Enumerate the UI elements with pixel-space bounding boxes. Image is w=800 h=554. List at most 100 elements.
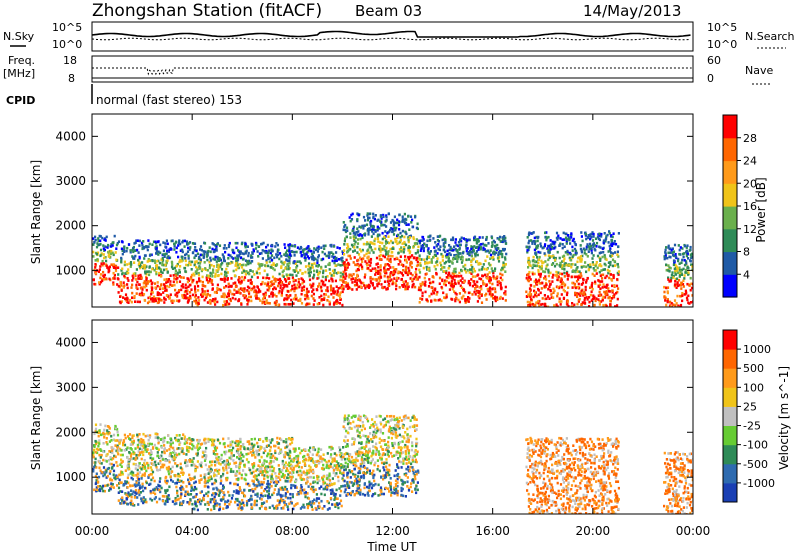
data-cell <box>94 461 97 464</box>
data-cell <box>179 503 182 507</box>
data-cell <box>177 472 180 476</box>
data-cell <box>176 453 179 457</box>
data-cell <box>258 252 261 255</box>
data-cell <box>98 442 101 445</box>
data-cell <box>391 218 394 222</box>
data-cell <box>526 250 529 254</box>
data-cell <box>449 245 452 249</box>
data-cell <box>126 486 129 489</box>
data-cell <box>330 277 333 280</box>
data-cell <box>527 305 530 307</box>
data-cell <box>263 474 266 477</box>
data-cell <box>611 264 614 268</box>
data-cell <box>122 439 125 442</box>
data-cell <box>115 474 118 477</box>
data-cell <box>444 254 448 258</box>
data-cell <box>307 249 310 253</box>
data-cell <box>270 292 273 296</box>
data-cell <box>355 269 358 273</box>
data-cell <box>235 261 238 265</box>
data-cell <box>424 290 427 294</box>
data-cell <box>121 490 124 493</box>
data-cell <box>199 266 202 270</box>
data-cell <box>149 270 152 274</box>
data-cell <box>240 242 243 246</box>
data-cell <box>120 465 123 468</box>
data-cell <box>405 265 408 269</box>
data-cell <box>434 267 437 271</box>
data-cell <box>209 294 212 297</box>
data-cell <box>415 258 418 262</box>
data-cell <box>454 267 457 271</box>
data-cell <box>225 274 228 278</box>
freq-frame <box>91 55 694 83</box>
data-cell <box>418 286 421 289</box>
data-cell <box>677 284 680 288</box>
data-cell <box>419 249 422 252</box>
data-cell <box>264 301 267 305</box>
data-cell <box>112 473 115 477</box>
data-cell <box>576 286 580 289</box>
data-cell <box>470 278 473 281</box>
data-cell <box>356 273 359 277</box>
data-cell <box>486 273 489 276</box>
data-cell <box>666 286 670 289</box>
data-cell <box>301 272 304 275</box>
data-cell <box>168 248 171 251</box>
data-cell <box>372 212 375 216</box>
data-cell <box>253 273 256 276</box>
data-cell <box>214 453 217 456</box>
data-cell <box>339 264 342 267</box>
data-cell <box>690 301 693 304</box>
data-cell <box>388 259 391 262</box>
data-cell <box>358 234 361 237</box>
data-cell <box>107 459 110 462</box>
data-cell <box>343 225 346 228</box>
data-cell <box>238 276 241 279</box>
data-cell <box>266 444 269 447</box>
data-cell <box>670 248 673 252</box>
data-cell <box>316 250 319 253</box>
data-cell <box>109 457 112 461</box>
data-cell <box>187 493 190 496</box>
data-cell <box>173 266 176 270</box>
data-cell <box>466 269 469 272</box>
data-cell <box>142 432 145 436</box>
data-cell <box>120 300 123 303</box>
data-cell <box>280 291 283 294</box>
data-cell <box>361 265 364 269</box>
data-cell <box>145 500 148 504</box>
data-cell <box>134 278 137 281</box>
data-cell <box>195 301 198 304</box>
data-cell <box>596 254 600 258</box>
data-cell <box>609 299 612 303</box>
data-cell <box>679 246 682 249</box>
data-cell <box>265 245 268 249</box>
data-cell <box>195 297 198 301</box>
data-cell <box>594 299 597 303</box>
data-cell <box>142 240 145 243</box>
data-cell <box>540 264 543 268</box>
data-cell <box>134 467 137 470</box>
data-cell <box>274 505 277 508</box>
data-cell <box>134 458 137 461</box>
data-cell <box>454 257 457 260</box>
data-cell <box>320 246 323 249</box>
data-cell <box>176 447 179 451</box>
data-cell <box>593 305 596 307</box>
data-cell <box>551 240 554 244</box>
nsky-label: N.Sky <box>3 30 35 43</box>
data-cell <box>175 280 179 284</box>
data-cell <box>448 244 451 247</box>
data-cell <box>227 243 231 247</box>
data-cell <box>590 251 593 255</box>
data-cell <box>477 273 480 277</box>
data-cell <box>585 247 588 251</box>
data-cell <box>459 257 462 261</box>
data-cell <box>125 480 128 484</box>
data-cell <box>667 278 670 281</box>
data-cell <box>346 243 349 246</box>
data-cell <box>92 237 95 240</box>
data-cell <box>130 457 133 461</box>
